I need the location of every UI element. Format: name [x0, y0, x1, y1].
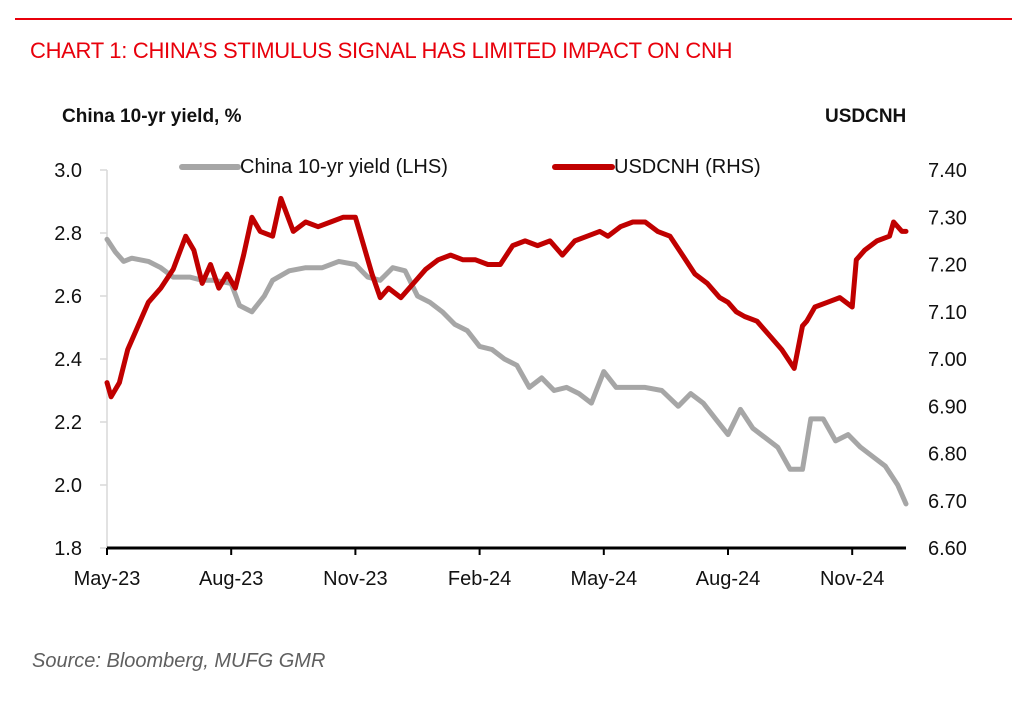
chart-title: CHART 1: CHINA’S STIMULUS SIGNAL HAS LIM…	[30, 38, 733, 63]
series-group	[104, 195, 909, 507]
series-line-usdcnh	[104, 195, 909, 400]
right-tick-label: 6.60	[928, 538, 967, 560]
left-axis-title: China 10-yr yield, %	[62, 106, 242, 127]
right-tick-label: 7.10	[928, 302, 967, 324]
x-tick-label: Aug-23	[199, 568, 264, 590]
legend: China 10-yr yield (LHS) USDCNH (RHS)	[179, 156, 761, 178]
x-axis: May-23 Aug-23 Nov-23 Feb-24 May-24 Aug-24 Nov-…	[74, 546, 907, 590]
legend-label-yield: China 10-yr yield (LHS)	[240, 156, 448, 178]
left-tick-label: 3.0	[54, 160, 82, 182]
x-tick-label: Nov-23	[323, 568, 387, 590]
left-tick-label: 2.4	[54, 349, 82, 371]
left-tick-label: 2.0	[54, 475, 82, 497]
x-tick-label: Aug-24	[696, 568, 761, 590]
right-tick-label: 7.30	[928, 207, 967, 229]
right-tick-label: 6.80	[928, 444, 967, 466]
left-axis: 3.0 2.8 2.6 2.4 2.2 2.0 1.8	[54, 160, 108, 560]
right-tick-label: 7.00	[928, 349, 967, 371]
source-note: Source: Bloomberg, MUFG GMR	[32, 650, 326, 672]
right-tick-label: 6.90	[928, 396, 967, 418]
x-tick-label: May-23	[74, 568, 141, 590]
right-tick-label: 7.20	[928, 255, 967, 277]
left-tick-label: 2.6	[54, 286, 82, 308]
left-tick-label: 2.2	[54, 412, 82, 434]
legend-label-usdcnh: USDCNH (RHS)	[614, 156, 761, 178]
right-tick-label: 7.40	[928, 160, 967, 182]
right-tick-label: 6.70	[928, 491, 967, 513]
left-tick-label: 1.8	[54, 538, 82, 560]
x-tick-label: Feb-24	[448, 568, 511, 590]
x-tick-label: Nov-24	[820, 568, 884, 590]
x-tick-label: May-24	[570, 568, 637, 590]
left-tick-label: 2.8	[54, 223, 82, 245]
top-rule	[15, 18, 1012, 20]
series-line-yield	[104, 236, 909, 507]
right-axis-title: USDCNH	[825, 106, 907, 127]
right-axis: 7.40 7.30 7.20 7.10 7.00 6.90 6.80 6.70 6.60	[928, 160, 967, 560]
